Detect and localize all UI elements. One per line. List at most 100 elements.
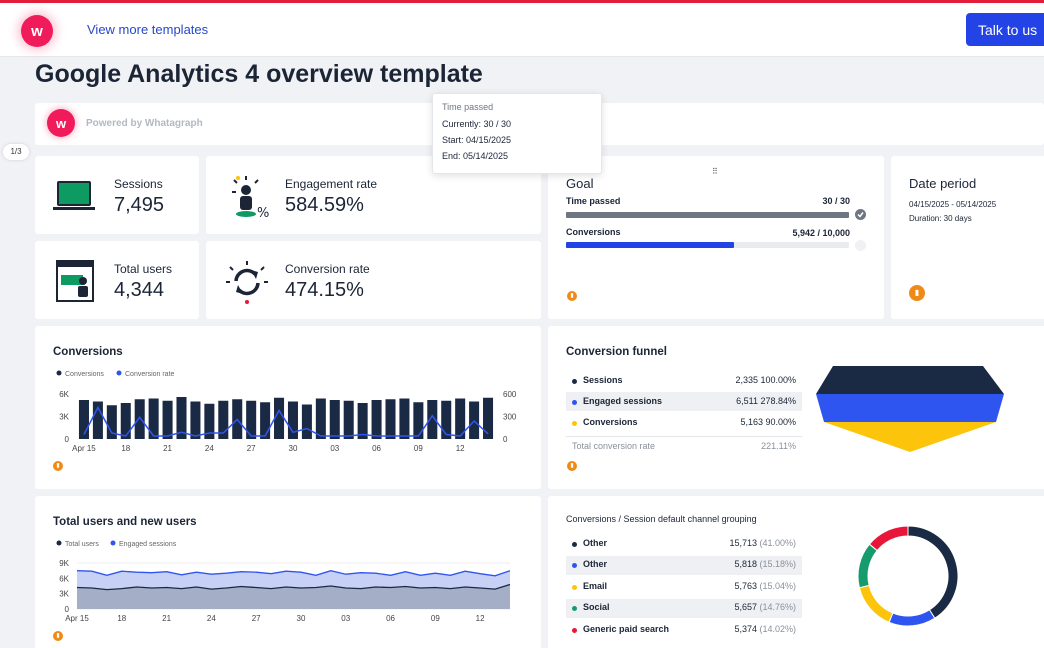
bar <box>106 405 117 439</box>
kpi-label: Total users <box>114 262 173 276</box>
total-label: Total conversion rate <box>572 441 656 451</box>
google-analytics-icon: ▮ <box>53 461 63 471</box>
donut-slice <box>888 609 936 627</box>
row-percent: (14.76%) <box>759 602 796 613</box>
kpi-label: Conversion rate <box>285 262 370 276</box>
kpi-value: 4,344 <box>114 279 165 301</box>
row-number: 15,713 <box>729 537 760 548</box>
row-number: 5,763 <box>734 580 760 591</box>
legend-dot <box>572 606 577 612</box>
tooltip-start: Start: 04/15/2025 <box>442 135 512 145</box>
bar <box>455 398 466 439</box>
google-analytics-icon: ▮ <box>53 631 63 641</box>
legend-label: Conversions <box>65 371 104 378</box>
time-passed-value: 30 / 30 <box>822 196 850 206</box>
bar <box>218 400 229 439</box>
y-tick-label: 3K <box>59 590 69 599</box>
bar <box>329 400 340 439</box>
channel-table: Other 15,713 (41.00%) Other 5,818 (15.18%) E… <box>566 534 802 644</box>
channel-donut-chart <box>857 525 959 627</box>
y-tick-label: 0 <box>65 605 70 614</box>
x-tick-label: 06 <box>386 614 395 623</box>
conversions-chart-card[interactable]: Conversions Conversions Conversion rate 6K… <box>35 326 541 489</box>
kpi-card-total-users[interactable]: Total users 4,344 <box>35 241 199 319</box>
donut-slice <box>907 525 959 619</box>
x-tick-label: 24 <box>205 444 214 453</box>
kpi-card-conversion-rate[interactable]: Conversion rate 474.15% <box>206 241 541 319</box>
funnel-stage-engaged-sessions <box>816 394 1004 422</box>
row-number: 2,335 <box>735 374 761 385</box>
x-tick-label: Apr 15 <box>72 444 96 453</box>
row-value: 5,657 (14.76%) <box>734 602 796 612</box>
x-tick-label: 21 <box>163 444 172 453</box>
funnel-chart <box>816 366 1004 452</box>
row-number: 5,374 <box>734 623 760 634</box>
bar <box>483 397 494 439</box>
y2-tick-label: 300 <box>503 413 517 422</box>
row-label: Other <box>583 537 608 548</box>
table-row[interactable]: Social 5,657 (14.76%) <box>566 598 802 618</box>
row-percent: 278.84% <box>760 395 796 406</box>
row-value: 2,335 100.00% <box>735 375 796 385</box>
table-row[interactable]: Other 5,818 (15.18%) <box>566 555 802 575</box>
y-tick-label: 3K <box>59 413 69 422</box>
table-row[interactable]: Engaged sessions 6,511 278.84% <box>566 392 802 411</box>
table-row[interactable]: Email 5,763 (15.04%) <box>566 577 802 597</box>
row-label: Generic paid search <box>583 623 670 634</box>
legend-marker <box>116 370 122 376</box>
bar <box>120 403 131 439</box>
kpi-label: Sessions <box>114 177 163 191</box>
table-row[interactable]: Conversions 5,163 90.00% <box>566 413 802 432</box>
table-row[interactable]: Other 15,713 (41.00%) <box>566 534 802 554</box>
bar <box>204 403 215 439</box>
total-value: 221.11% <box>761 441 796 451</box>
row-value: 5,763 (15.04%) <box>734 581 796 591</box>
kpi-value: 7,495 <box>114 194 165 216</box>
whatagraph-logo[interactable]: w <box>21 15 53 47</box>
person-percent-icon: % <box>232 176 269 220</box>
row-number: 5,163 <box>740 416 766 427</box>
row-percent: (41.00%) <box>759 537 796 548</box>
bar <box>399 398 410 439</box>
powered-by-label: Powered by Whatagraph <box>86 118 203 129</box>
row-label: Engaged sessions <box>583 395 663 406</box>
bar <box>162 400 173 439</box>
row-number: 6,511 <box>736 395 761 406</box>
x-tick-label: 06 <box>372 444 381 453</box>
x-tick-label: 24 <box>207 614 216 623</box>
y-tick-label: 0 <box>65 435 70 444</box>
conversion-funnel-card[interactable]: Conversion funnel Sessions 2,335 100.00% E… <box>548 326 1044 489</box>
date-period-card[interactable]: Date period 04/15/2025 - 05/14/2025 Dura… <box>891 156 1044 319</box>
y-tick-label: 9K <box>59 559 69 568</box>
x-tick-label: 18 <box>117 614 126 623</box>
page-indicator[interactable]: 1/3 <box>3 144 29 160</box>
bar <box>315 398 326 439</box>
row-value: 6,511 278.84% <box>736 396 796 406</box>
engaged-sessions-line <box>76 570 511 577</box>
users-chart-card[interactable]: Total users and new users Total users Eng… <box>35 496 541 648</box>
goal-card[interactable]: ⠿ Goal Time passed 30 / 30 Conversions 5… <box>548 156 884 319</box>
total-users-line <box>76 583 511 591</box>
legend-marker <box>56 370 62 376</box>
row-percent: (15.04%) <box>759 580 796 591</box>
table-row[interactable]: Sessions 2,335 100.00% <box>566 371 802 390</box>
table-row[interactable]: Generic paid search 5,374 (14.02%) <box>566 620 802 640</box>
google-analytics-icon: ▮ <box>909 285 925 301</box>
page-title: Google Analytics 4 overview template <box>35 60 483 88</box>
kpi-value: 474.15% <box>285 279 364 301</box>
x-tick-label: 27 <box>247 444 256 453</box>
drag-handle-icon[interactable]: ⠿ <box>712 167 718 176</box>
channel-grouping-card[interactable]: Conversions / Session default channel gr… <box>548 496 1044 648</box>
bar <box>413 402 424 439</box>
x-tick-label: 18 <box>121 444 130 453</box>
bar <box>343 400 354 439</box>
conversions-goal-label: Conversions <box>566 227 621 237</box>
x-tick-label: 27 <box>252 614 261 623</box>
date-period-title: Date period <box>909 176 977 191</box>
y2-tick-label: 0 <box>503 435 508 444</box>
x-tick-label: 09 <box>431 614 440 623</box>
talk-to-us-button[interactable]: Talk to us <box>966 13 1044 46</box>
row-percent: 90.00% <box>765 416 796 427</box>
view-more-templates-link[interactable]: View more templates <box>87 22 209 37</box>
kpi-card-sessions[interactable]: Sessions 7,495 <box>35 156 199 234</box>
